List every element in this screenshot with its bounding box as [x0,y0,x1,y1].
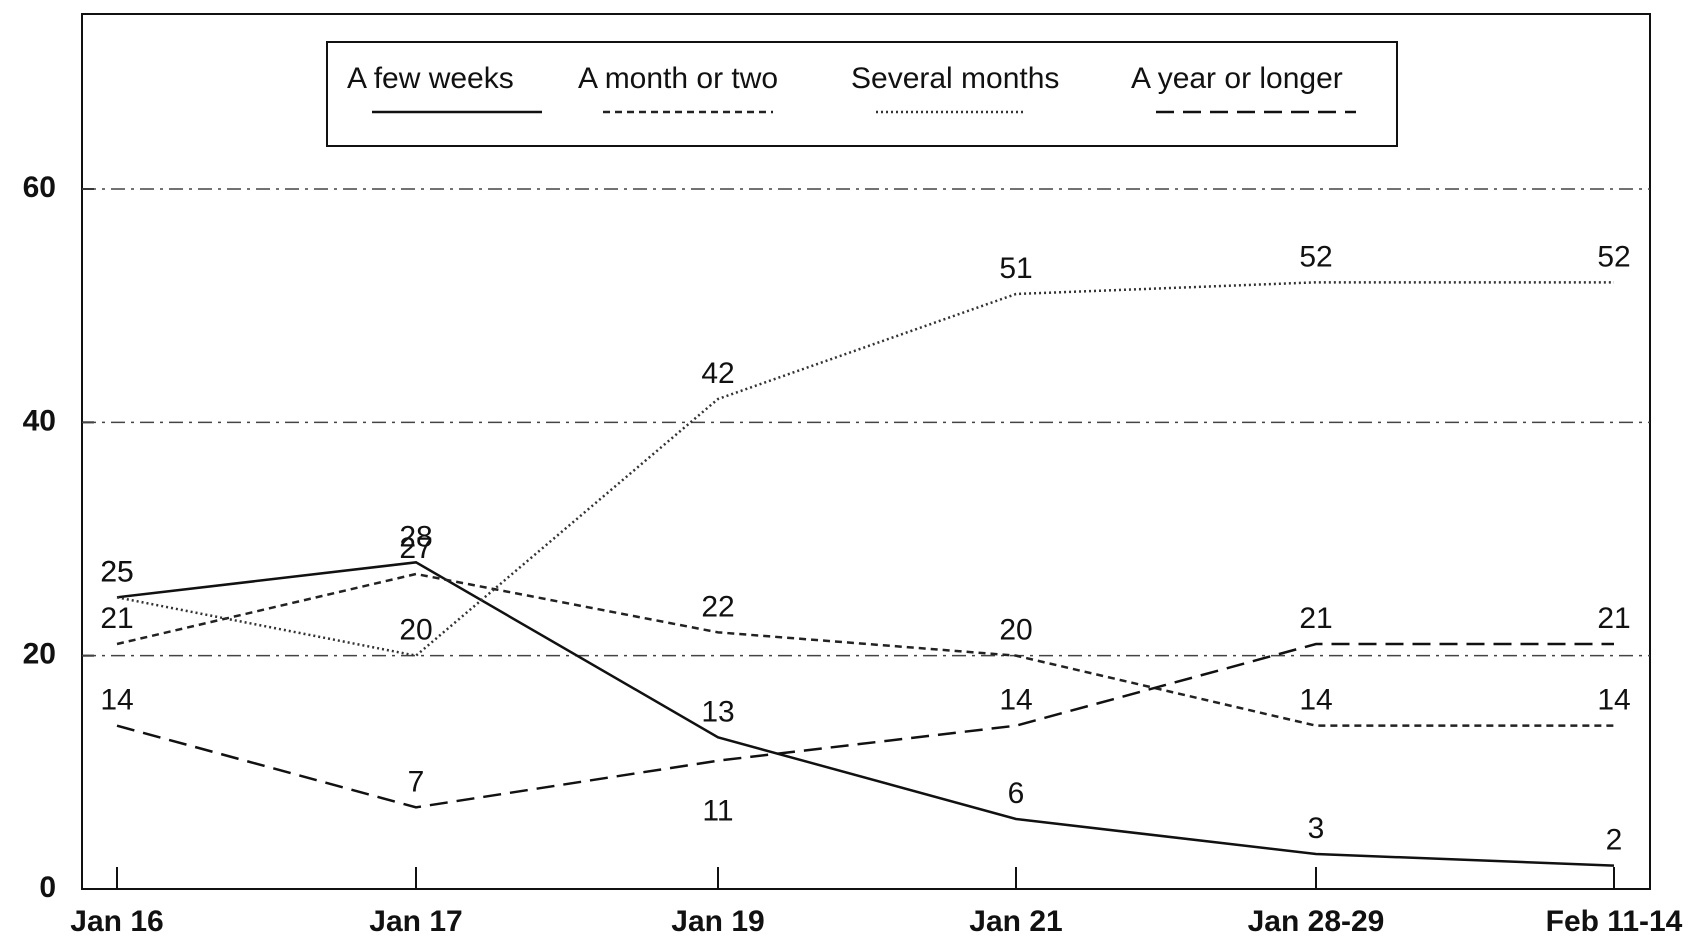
y-tick-label: 60 [23,171,56,204]
data-label: 14 [999,684,1032,717]
series-line [116,561,1615,867]
data-label: 2 [1606,824,1623,857]
data-label: 14 [1299,684,1332,717]
x-tick-label: Jan 16 [70,905,163,938]
plot-frame [81,13,1651,890]
data-label: 21 [1299,602,1332,635]
x-tick-label: Jan 21 [969,905,1062,938]
data-label: 21 [100,602,133,635]
data-label: 52 [1299,240,1332,273]
data-label: 27 [399,532,432,565]
legend-label: A month or two [578,62,778,95]
data-label: 20 [999,614,1032,647]
data-label: 7 [408,765,425,798]
y-tick-label: 40 [23,404,56,437]
x-tick-label: Jan 17 [369,905,462,938]
data-label: 20 [399,614,432,647]
legend-label: Several months [851,62,1059,95]
data-label: 52 [1597,240,1630,273]
data-label: 6 [1008,777,1025,810]
series-line [116,572,1614,727]
x-tick-label: Jan 19 [671,905,764,938]
data-label: 42 [701,357,734,390]
data-label: 14 [100,684,133,717]
data-label: 3 [1308,812,1325,845]
x-tick-label: Jan 28-29 [1248,905,1385,938]
data-label: 51 [999,252,1032,285]
x-tick-label: Feb 11-14 [1546,905,1683,938]
y-tick-label: 0 [39,871,56,904]
legend-box [326,41,1398,147]
legend-label: A year or longer [1131,62,1343,95]
data-label: 25 [100,555,133,588]
legend-label: A few weeks [347,62,514,95]
series-line [116,642,1614,809]
data-label: 22 [701,590,734,623]
data-label: 28 [399,520,432,553]
data-label: 11 [702,795,733,828]
y-tick-label: 20 [23,638,56,671]
data-label: 13 [701,695,734,728]
series-line [116,281,1614,658]
data-label: 21 [1597,602,1630,635]
data-label: 25 [100,555,133,588]
data-label: 14 [1597,684,1630,717]
